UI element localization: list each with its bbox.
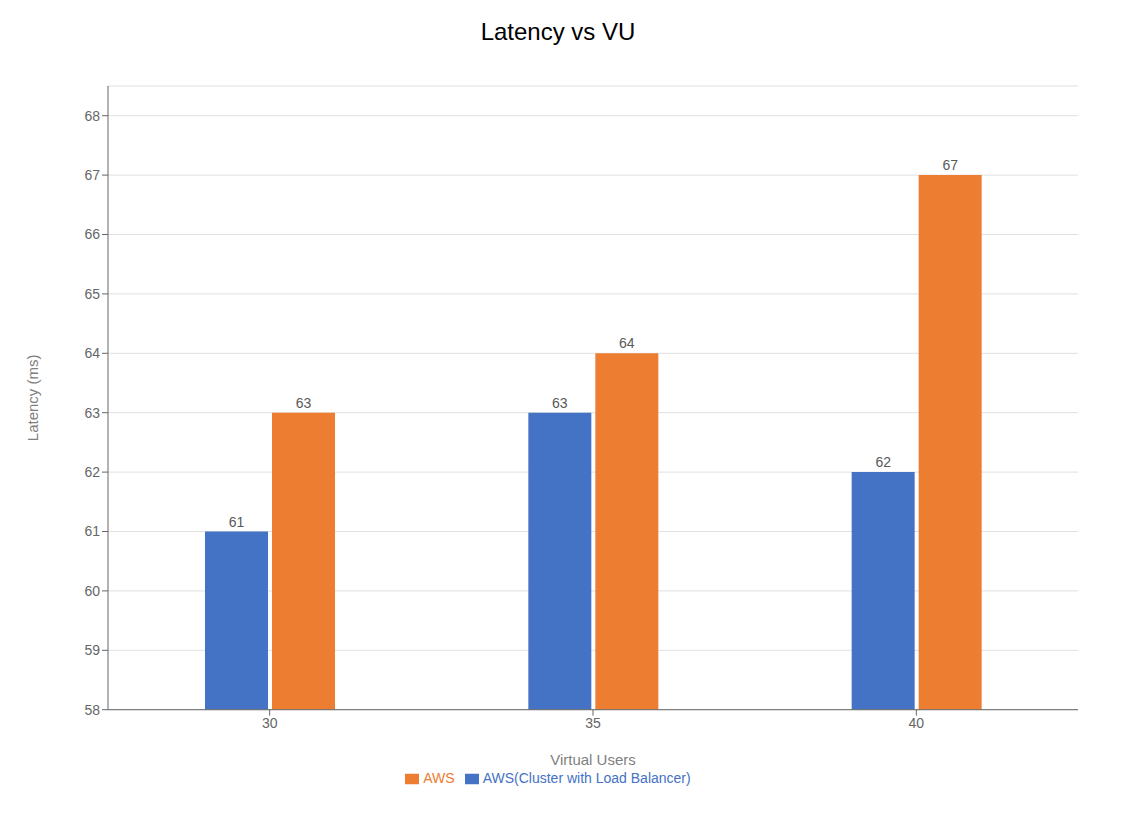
svg-text:67: 67 [942,157,958,173]
svg-text:65: 65 [84,286,100,302]
svg-text:68: 68 [84,108,100,124]
svg-text:61: 61 [229,514,245,530]
svg-text:30: 30 [262,715,278,731]
svg-text:62: 62 [875,454,891,470]
html-text:AWS: AWS [423,769,455,786]
svg-text:63: 63 [84,405,100,421]
svg-text:62: 62 [84,464,100,480]
svg-text:67: 67 [84,167,100,183]
svg-text:40: 40 [909,715,925,731]
svg-text:Latency (ms): Latency (ms) [24,355,41,442]
svg-text:60: 60 [84,583,100,599]
svg-text:66: 66 [84,226,100,242]
html-text:AWS(Cluster with Load Balancer: AWS(Cluster with Load Balancer) [482,769,691,786]
svg-text:64: 64 [84,345,100,361]
svg-text:63: 63 [296,395,312,411]
svg-text:Virtual Users: Virtual Users [550,751,636,768]
svg-text:63: 63 [552,395,568,411]
svg-text:64: 64 [619,335,635,351]
html-text:Latency vs VU: Latency vs VU [480,18,636,45]
svg-text:35: 35 [585,715,601,731]
svg-text:59: 59 [84,642,100,658]
svg-text:58: 58 [84,702,100,718]
svg-text:61: 61 [84,523,100,539]
